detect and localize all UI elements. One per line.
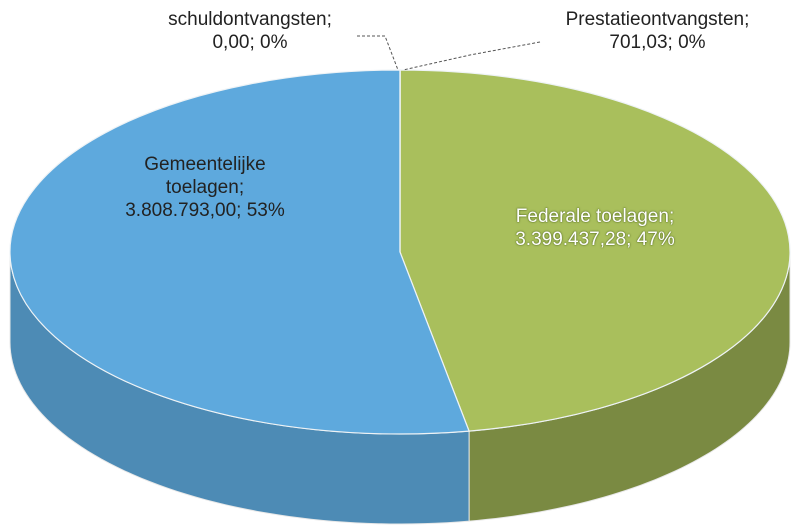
label-name: Prestatieontvangsten; xyxy=(535,8,780,31)
separator: ; xyxy=(744,9,750,30)
leader-line xyxy=(357,35,399,71)
percentage-label: 0% xyxy=(260,32,288,53)
label-value: 701,03; 0% xyxy=(535,31,780,54)
value-label: 3.399.437,28 xyxy=(515,229,627,250)
label-name: Federale toelagen; xyxy=(470,205,720,228)
separator: ; xyxy=(326,9,332,30)
value-label: 3.808.793,00 xyxy=(125,200,237,221)
data-label: schuldontvangsten; 0,00; 0% xyxy=(120,8,380,54)
value-label: 0,00 xyxy=(212,32,250,53)
data-label: Prestatieontvangsten; 701,03; 0% xyxy=(535,8,780,54)
separator: ; xyxy=(626,229,632,250)
label-name: Gemeentelijke toelagen; xyxy=(120,153,290,199)
separator: ; xyxy=(667,32,673,53)
category-name: schuldontvangsten xyxy=(168,9,327,30)
label-name: schuldontvangsten; xyxy=(120,8,380,31)
separator: ; xyxy=(236,200,242,221)
leader-line xyxy=(402,41,541,71)
label-value: 0,00; 0% xyxy=(120,31,380,54)
percentage-label: 47% xyxy=(636,229,675,250)
pie-slice xyxy=(399,69,791,432)
separator: ; xyxy=(238,177,245,198)
separator: ; xyxy=(668,206,675,227)
category-name: Prestatieontvangsten xyxy=(565,9,745,30)
percentage-label: 0% xyxy=(678,32,706,53)
pie-slice xyxy=(9,69,470,435)
category-name: Federale toelagen xyxy=(515,206,669,227)
percentage-label: 53% xyxy=(246,200,285,221)
separator: ; xyxy=(249,32,255,53)
data-label: Federale toelagen; 3.399.437,28; 47% xyxy=(470,205,720,251)
data-label: Gemeentelijke toelagen; 3.808.793,00; 53% xyxy=(80,153,330,222)
label-value: 3.399.437,28; 47% xyxy=(470,228,720,251)
label-value: 3.808.793,00; 53% xyxy=(80,199,330,222)
value-label: 701,03 xyxy=(609,32,668,53)
category-name: Gemeentelijke toelagen xyxy=(144,154,266,198)
